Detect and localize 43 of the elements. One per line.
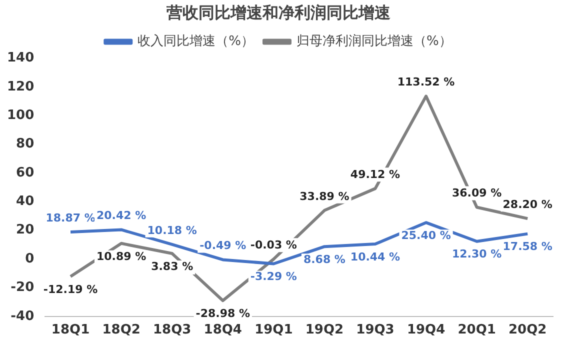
data-label: -0.49 % bbox=[200, 239, 246, 252]
data-label: 12.30 % bbox=[452, 248, 502, 261]
x-tick-label: 20Q2 bbox=[508, 322, 547, 338]
data-label: 10.89 % bbox=[96, 250, 146, 263]
x-tick-label: 19Q2 bbox=[305, 322, 344, 338]
data-label: 18.87 % bbox=[46, 211, 96, 224]
data-label: -12.19 % bbox=[43, 282, 98, 296]
x-tick-label: 20Q1 bbox=[458, 322, 496, 338]
y-tick-label: 0 bbox=[25, 251, 34, 266]
x-tick-label: 19Q4 bbox=[406, 322, 446, 338]
data-label: 3.83 % bbox=[151, 260, 194, 273]
data-label: -28.98 % bbox=[196, 306, 250, 320]
data-label: -3.29 % bbox=[250, 270, 297, 284]
data-label: 8.68 % bbox=[303, 252, 346, 266]
data-label: 25.40 % bbox=[401, 228, 451, 242]
data-label: 49.12 % bbox=[350, 168, 400, 181]
y-tick-label: 40 bbox=[16, 194, 34, 210]
y-tick-label: 80 bbox=[16, 136, 34, 152]
x-tick-label: 18Q3 bbox=[153, 322, 192, 338]
y-tick-label: 140 bbox=[6, 50, 34, 66]
data-label: 28.20 % bbox=[502, 198, 552, 211]
x-tick-label: 18Q4 bbox=[204, 322, 242, 338]
legend-label: 收入同比增速（%） bbox=[138, 34, 254, 50]
y-tick-label: -40 bbox=[10, 308, 34, 324]
y-tick-label: 100 bbox=[6, 108, 34, 123]
y-tick-label: 60 bbox=[16, 165, 34, 180]
y-tick-label: 120 bbox=[6, 79, 34, 94]
data-label: -0.03 % bbox=[250, 238, 297, 252]
data-label: 33.89 % bbox=[300, 190, 350, 203]
y-tick-label: 20 bbox=[16, 222, 34, 238]
data-label: 113.52 % bbox=[397, 76, 455, 89]
x-tick-label: 19Q1 bbox=[254, 322, 293, 338]
chart-title: 营收同比增速和净利润同比增速 bbox=[166, 2, 392, 22]
data-label: 10.44 % bbox=[350, 250, 400, 264]
data-label: 17.58 % bbox=[502, 240, 552, 254]
data-label: 10.18 % bbox=[147, 224, 197, 237]
data-label: 36.09 % bbox=[452, 186, 502, 200]
y-tick-label: -20 bbox=[10, 280, 34, 296]
data-label: 20.42 % bbox=[96, 209, 146, 222]
legend-label: 归母净利润同比增速（%） bbox=[296, 34, 452, 50]
x-tick-label: 19Q3 bbox=[356, 322, 394, 338]
x-tick-label: 18Q2 bbox=[102, 322, 140, 338]
x-tick-label: 18Q1 bbox=[51, 322, 90, 338]
